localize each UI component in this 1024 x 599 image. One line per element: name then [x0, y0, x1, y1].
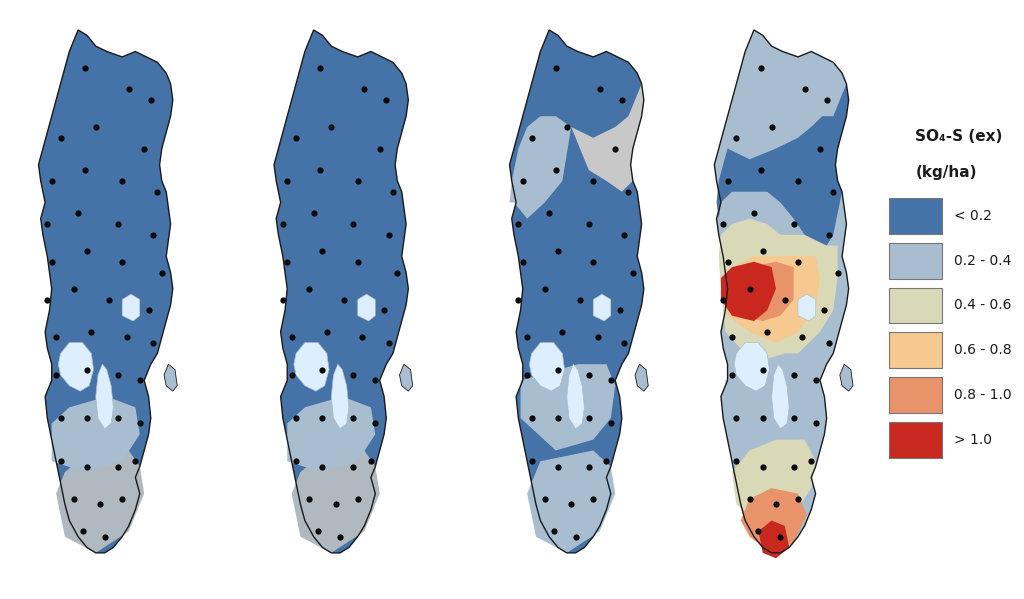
- Polygon shape: [52, 397, 139, 472]
- Polygon shape: [56, 450, 144, 553]
- FancyBboxPatch shape: [889, 422, 942, 458]
- Polygon shape: [840, 364, 853, 391]
- Text: 0.4 - 0.6: 0.4 - 0.6: [954, 298, 1012, 313]
- Polygon shape: [719, 219, 838, 364]
- Polygon shape: [274, 30, 409, 553]
- Polygon shape: [567, 364, 585, 429]
- Polygon shape: [399, 364, 413, 391]
- Polygon shape: [725, 353, 820, 440]
- FancyBboxPatch shape: [889, 288, 942, 323]
- Polygon shape: [635, 364, 648, 391]
- Polygon shape: [734, 343, 769, 391]
- Polygon shape: [58, 343, 93, 391]
- Polygon shape: [529, 343, 564, 391]
- Polygon shape: [593, 294, 610, 321]
- Polygon shape: [732, 440, 815, 526]
- Text: (kg/ha): (kg/ha): [915, 165, 977, 180]
- Text: 0.8 - 1.0: 0.8 - 1.0: [954, 388, 1012, 403]
- Polygon shape: [772, 364, 790, 429]
- Polygon shape: [798, 294, 815, 321]
- FancyBboxPatch shape: [889, 243, 942, 279]
- Polygon shape: [332, 364, 349, 429]
- FancyBboxPatch shape: [889, 332, 942, 368]
- Polygon shape: [96, 364, 114, 429]
- Polygon shape: [721, 262, 776, 321]
- Polygon shape: [723, 262, 794, 321]
- FancyBboxPatch shape: [889, 377, 942, 413]
- FancyBboxPatch shape: [889, 198, 942, 234]
- Polygon shape: [164, 364, 177, 391]
- Polygon shape: [510, 30, 644, 553]
- Polygon shape: [527, 450, 615, 553]
- Text: < 0.2: < 0.2: [954, 208, 992, 223]
- Polygon shape: [294, 343, 329, 391]
- Polygon shape: [740, 488, 807, 553]
- Text: 0.2 - 0.4: 0.2 - 0.4: [954, 253, 1012, 268]
- Text: SO₄-S (ex): SO₄-S (ex): [915, 129, 1002, 144]
- Text: > 1.0: > 1.0: [954, 433, 992, 447]
- Text: 0.6 - 0.8: 0.6 - 0.8: [954, 343, 1012, 358]
- Polygon shape: [520, 364, 615, 450]
- Polygon shape: [122, 294, 139, 321]
- Polygon shape: [715, 30, 849, 553]
- Polygon shape: [357, 294, 375, 321]
- Polygon shape: [759, 521, 790, 558]
- Polygon shape: [510, 116, 571, 219]
- Polygon shape: [292, 450, 380, 553]
- Polygon shape: [39, 30, 173, 553]
- Polygon shape: [571, 84, 644, 192]
- Polygon shape: [717, 84, 849, 246]
- Polygon shape: [287, 397, 375, 472]
- Polygon shape: [725, 256, 820, 343]
